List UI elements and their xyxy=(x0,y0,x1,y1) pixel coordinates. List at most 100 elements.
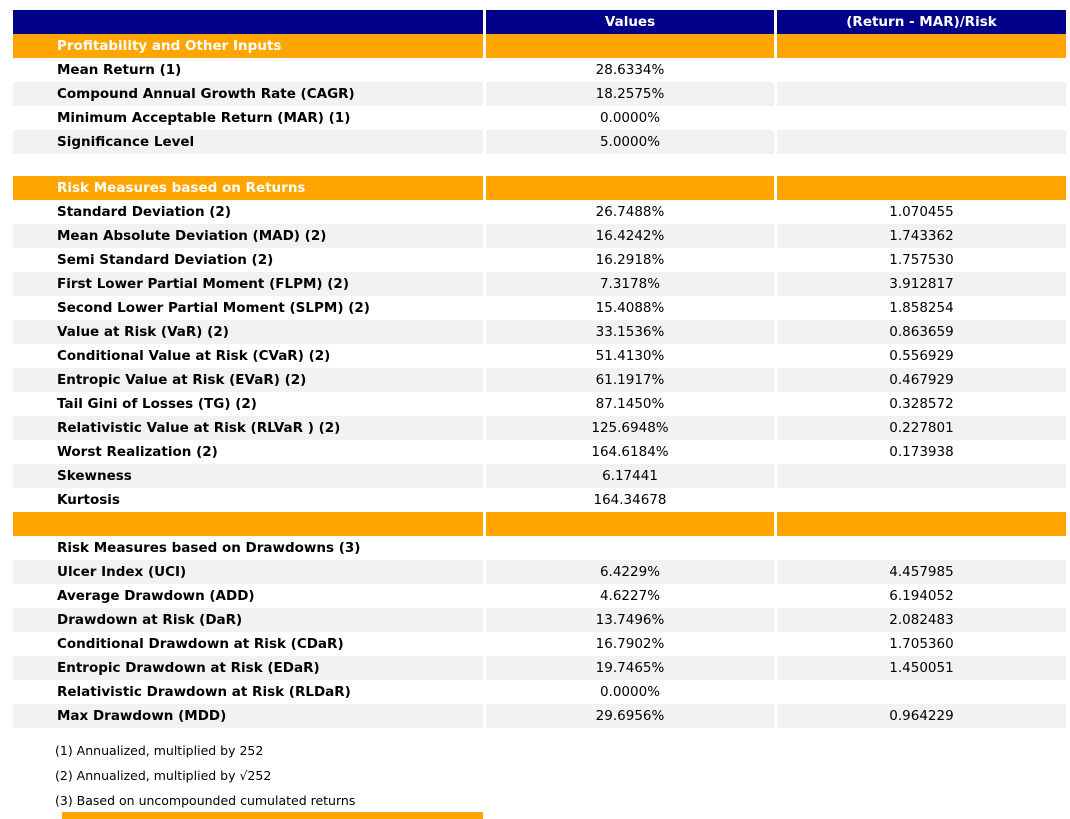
row-risk: 0.173938 xyxy=(889,444,954,460)
report-sections: Profitability and Other Inputs Mean Retur… xyxy=(13,34,1066,728)
row-value: 0.0000% xyxy=(599,684,661,700)
row-label: Entropic Value at Risk (EVaR) (2) xyxy=(13,368,483,392)
row-value: 125.6948% xyxy=(486,416,774,440)
table-row: Second Lower Partial Moment (SLPM) (2) 15… xyxy=(13,296,1066,320)
header-row: Values (Return - MAR)/Risk xyxy=(13,10,1066,34)
row-risk: 0.227801 xyxy=(777,416,1066,440)
row-label: Drawdown at Risk (DaR) xyxy=(13,608,483,632)
row-risk xyxy=(777,464,1066,488)
risk-report-table: Values (Return - MAR)/Risk Profitability… xyxy=(13,10,1066,813)
row-risk: 6.194052 xyxy=(889,588,954,604)
row-label: Standard Deviation (2) xyxy=(57,204,231,220)
footnote: (3) Based on uncompounded cumulated retu… xyxy=(55,793,356,808)
row-label: Value at Risk (VaR) (2) xyxy=(13,320,483,344)
row-risk xyxy=(777,106,1066,130)
row-label: Skewness xyxy=(13,464,483,488)
table-row: Entropic Value at Risk (EVaR) (2) 61.1917… xyxy=(13,368,1066,392)
row-label: Relativistic Drawdown at Risk (RLDaR) xyxy=(57,684,351,700)
row-risk: 1.450051 xyxy=(777,656,1066,680)
footnote: (1) Annualized, multiplied by 252 xyxy=(55,743,264,758)
table-row: Entropic Drawdown at Risk (EDaR) 19.7465%… xyxy=(13,656,1066,680)
table-row: Mean Return (1) 28.6334% xyxy=(13,58,1066,82)
table-row: Max Drawdown (MDD) 29.6956% 0.964229 xyxy=(13,704,1066,728)
risk-column-header: (Return - MAR)/Risk xyxy=(777,10,1066,34)
row-label: Mean Absolute Deviation (MAD) (2) xyxy=(13,224,483,248)
row-label: Ulcer Index (UCI) xyxy=(13,560,483,584)
values-column-header: Values xyxy=(486,10,774,34)
row-label: Relativistic Value at Risk (RLVaR ) (2) xyxy=(13,416,483,440)
row-label: Kurtosis xyxy=(57,492,120,508)
row-value: 0.0000% xyxy=(599,110,661,126)
section-title: Profitability and Other Inputs xyxy=(13,34,483,58)
table-row: Conditional Drawdown at Risk (CDaR) 16.79… xyxy=(13,632,1066,656)
row-label: Semi Standard Deviation (2) xyxy=(57,252,274,268)
row-value: 18.2575% xyxy=(486,82,774,106)
table-row: Significance Level 5.0000% xyxy=(13,130,1066,154)
row-value: 164.34678 xyxy=(593,492,667,508)
table-row: Standard Deviation (2) 26.7488% 1.070455 xyxy=(13,200,1066,224)
row-label: Significance Level xyxy=(13,130,483,154)
row-value: 5.0000% xyxy=(486,130,774,154)
row-value: 33.1536% xyxy=(486,320,774,344)
row-risk: 1.743362 xyxy=(777,224,1066,248)
section-subtitle-row: Risk Measures based on Drawdowns (3) xyxy=(13,536,1066,560)
row-label: First Lower Partial Moment (FLPM) (2) xyxy=(13,272,483,296)
row-label: Conditional Drawdown at Risk (CDaR) xyxy=(57,636,344,652)
row-label: Entropic Drawdown at Risk (EDaR) xyxy=(13,656,483,680)
section-header-values-cell xyxy=(486,176,774,200)
row-value: 19.7465% xyxy=(486,656,774,680)
section-header-row: Risk Measures based on Returns xyxy=(13,176,1066,200)
row-risk: 1.858254 xyxy=(889,300,954,316)
row-value: 26.7488% xyxy=(595,204,665,220)
row-value: 61.1917% xyxy=(486,368,774,392)
row-value: 4.6227% xyxy=(599,588,661,604)
footnotes: (1) Annualized, multiplied by 252 (2) Ann… xyxy=(55,728,1066,813)
section-title: Risk Measures based on Returns xyxy=(13,176,483,200)
table-row: Value at Risk (VaR) (2) 33.1536% 0.863659 xyxy=(13,320,1066,344)
row-risk: 2.082483 xyxy=(777,608,1066,632)
cutoff-section-bar xyxy=(62,812,483,819)
row-label: Mean Return (1) xyxy=(57,62,182,78)
row-value: 6.4229% xyxy=(486,560,774,584)
table-row: Worst Realization (2) 164.6184% 0.173938 xyxy=(13,440,1066,464)
table-row: Mean Absolute Deviation (MAD) (2) 16.4242… xyxy=(13,224,1066,248)
row-label: Second Lower Partial Moment (SLPM) (2) xyxy=(57,300,370,316)
row-label: Minimum Acceptable Return (MAR) (1) xyxy=(57,110,351,126)
row-value: 16.2918% xyxy=(595,252,665,268)
table-row: Skewness 6.17441 xyxy=(13,464,1066,488)
table-row: Semi Standard Deviation (2) 16.2918% 1.757… xyxy=(13,248,1066,272)
row-risk: 0.556929 xyxy=(889,348,954,364)
row-label: Worst Realization (2) xyxy=(57,444,218,460)
row-risk xyxy=(777,488,1066,512)
row-risk xyxy=(777,536,1066,560)
table-row: Average Drawdown (ADD) 4.6227% 6.194052 xyxy=(13,584,1066,608)
section-gap xyxy=(13,154,1066,176)
row-label: Compound Annual Growth Rate (CAGR) xyxy=(13,82,483,106)
row-value xyxy=(486,536,774,560)
table-row: Compound Annual Growth Rate (CAGR) 18.257… xyxy=(13,82,1066,106)
row-value: 28.6334% xyxy=(595,62,665,78)
row-label: Tail Gini of Losses (TG) (2) xyxy=(57,396,257,412)
label-column-header xyxy=(13,10,483,34)
table-row: First Lower Partial Moment (FLPM) (2) 7.3… xyxy=(13,272,1066,296)
row-risk xyxy=(777,130,1066,154)
section-header-row: Profitability and Other Inputs xyxy=(13,34,1066,58)
row-risk: 3.912817 xyxy=(777,272,1066,296)
row-risk: 0.863659 xyxy=(777,320,1066,344)
row-value: 6.17441 xyxy=(486,464,774,488)
row-value: 15.4088% xyxy=(595,300,665,316)
table-row: Relativistic Value at Risk (RLVaR ) (2) 1… xyxy=(13,416,1066,440)
row-risk: 1.705360 xyxy=(889,636,954,652)
footnote: (2) Annualized, multiplied by √252 xyxy=(55,768,272,783)
row-label: Conditional Value at Risk (CVaR) (2) xyxy=(57,348,331,364)
section-header-risk-cell xyxy=(777,176,1066,200)
row-risk: 1.070455 xyxy=(889,204,954,220)
row-risk: 1.757530 xyxy=(889,252,954,268)
row-value: 29.6956% xyxy=(486,704,774,728)
table-row: Conditional Value at Risk (CVaR) (2) 51.4… xyxy=(13,344,1066,368)
table-row: Kurtosis 164.34678 xyxy=(13,488,1066,512)
table-row: Tail Gini of Losses (TG) (2) 87.1450% 0.32… xyxy=(13,392,1066,416)
section-title xyxy=(13,512,483,536)
section-header-risk-cell xyxy=(777,34,1066,58)
row-value: 16.7902% xyxy=(595,636,665,652)
